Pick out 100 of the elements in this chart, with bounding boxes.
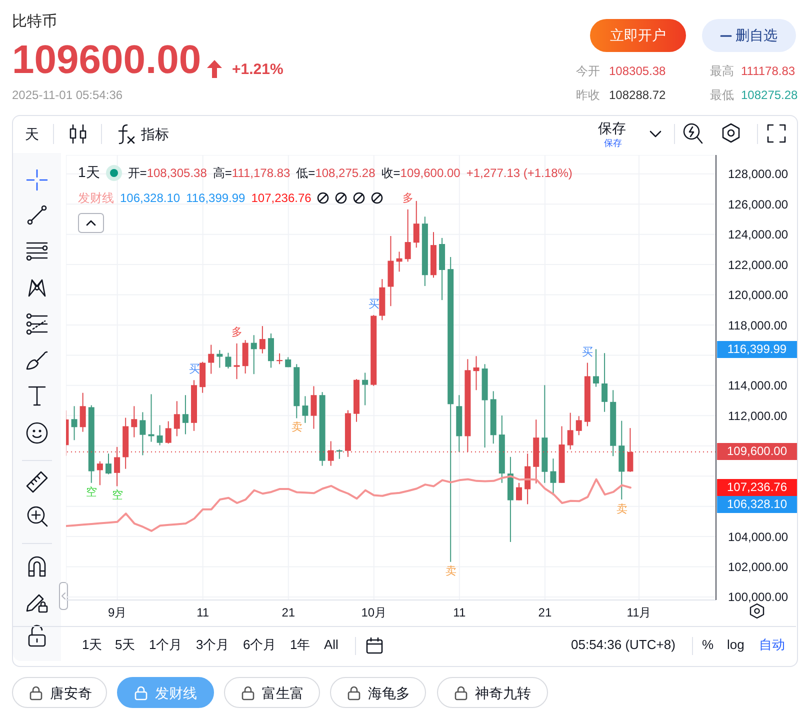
- text: All: [324, 637, 338, 652]
- text: 1个月: [149, 637, 182, 652]
- text: 1年: [290, 637, 310, 652]
- text: 6个月: [243, 637, 276, 652]
- annotation: 卖: [445, 565, 456, 578]
- annotation: 多: [232, 326, 243, 339]
- y-tick-label: 122,000.00: [728, 258, 788, 272]
- x-tick-label: 9月: [108, 606, 127, 620]
- annotation: 1天: [78, 164, 100, 180]
- annotation: 买: [188, 364, 200, 376]
- text: 唐安奇: [50, 685, 92, 701]
- text: 富生富: [262, 685, 304, 701]
- text: 自动: [759, 637, 785, 652]
- text: 海龟多: [368, 685, 410, 701]
- candlestick: [225, 352, 232, 370]
- candlestick: [567, 412, 574, 450]
- x-tick-label: 10月: [361, 606, 387, 620]
- text: 2025-11-01 05:54:36: [12, 88, 123, 102]
- text: 1天: [82, 637, 102, 652]
- candlestick: [148, 394, 154, 442]
- text: 神奇九转: [475, 685, 531, 701]
- candlestick: [208, 344, 214, 374]
- annotation: 多: [402, 192, 414, 205]
- candlestick: [473, 356, 480, 391]
- candlestick: [310, 386, 317, 430]
- candlestick: [131, 406, 138, 438]
- text: 立即开户: [610, 26, 666, 44]
- text: 最高: [710, 64, 734, 78]
- text: 保存: [598, 120, 626, 136]
- y-tick-label: 118,000.00: [728, 318, 788, 332]
- candlestick: [259, 326, 266, 354]
- text: 109,600.00: [726, 444, 788, 458]
- y-tick-label: 114,000.00: [728, 378, 788, 393]
- text: 最低: [710, 88, 734, 102]
- text: 108288.72: [609, 88, 666, 102]
- annotation: +1,277.13 (+1.18%): [466, 166, 572, 180]
- text: 昨收: [576, 88, 600, 102]
- text: log: [727, 637, 744, 652]
- candlestick: [71, 406, 78, 441]
- text: 108275.28: [741, 88, 798, 102]
- text: %: [702, 637, 714, 652]
- annotation: 106,328.10: [120, 191, 180, 205]
- text: 05:54:36 (UTC+8): [571, 637, 676, 652]
- annotation: 卖: [291, 422, 302, 434]
- text: 109600.00: [12, 38, 202, 82]
- y-tick-label: 126,000.00: [728, 197, 788, 212]
- candlestick: [140, 412, 146, 456]
- y-tick-label: 120,000.00: [728, 288, 788, 302]
- text: 106,328.10: [726, 497, 788, 512]
- candlestick: [156, 424, 163, 446]
- annotation: 空: [112, 490, 123, 502]
- candlestick: [362, 372, 368, 406]
- text: 108305.38: [609, 64, 666, 78]
- candlestick: [182, 394, 188, 435]
- text: 5天: [115, 637, 136, 652]
- candlestick: [242, 340, 248, 374]
- text: +1.21%: [232, 61, 284, 78]
- annotation: 开=108,305.38: [128, 166, 207, 180]
- annotation: 116,399.99: [186, 191, 246, 205]
- candlestick: [404, 208, 411, 262]
- candlestick: [602, 352, 608, 412]
- candlestick: [516, 482, 522, 501]
- text: 保存: [604, 138, 622, 148]
- text: 107,236.76: [726, 480, 788, 494]
- x-tick-label: 21: [282, 606, 296, 620]
- x-tick-label: 11: [453, 606, 466, 620]
- annotation: 107,236.76: [251, 191, 312, 205]
- text: 删自选: [736, 26, 778, 44]
- x-tick-label: 21: [538, 606, 552, 620]
- y-tick-label: 112,000.00: [728, 408, 788, 423]
- annotation: 卖: [616, 503, 628, 516]
- candlestick: [592, 348, 599, 388]
- y-tick-label: 102,000.00: [728, 560, 788, 574]
- x-tick-label: 11月: [626, 606, 652, 620]
- annotation: 空: [86, 486, 98, 498]
- candlestick: [413, 200, 420, 248]
- candlestick: [268, 332, 274, 368]
- candlestick: [174, 400, 180, 437]
- candlestick: [234, 342, 240, 380]
- y-tick-label: 124,000.00: [728, 228, 788, 242]
- annotation: 收=109,600.00: [381, 166, 460, 180]
- candlestick: [550, 458, 556, 496]
- candlestick: [105, 453, 112, 475]
- annotation: 买: [368, 298, 380, 311]
- candlestick: [276, 352, 283, 365]
- text: 天: [25, 126, 39, 142]
- candlestick: [302, 396, 308, 424]
- candlestick: [396, 251, 402, 272]
- x-tick-label: 11: [196, 606, 210, 620]
- chart-title: 比特币: [12, 13, 57, 30]
- candlestick: [576, 416, 582, 436]
- y-tick-label: 100,000.00: [728, 590, 788, 604]
- text: 111178.83: [741, 64, 796, 78]
- text: 指标: [141, 126, 169, 142]
- text: 116,399.99: [727, 342, 787, 356]
- text: 发财线: [78, 190, 114, 204]
- candlestick: [250, 334, 257, 375]
- candlestick: [96, 460, 103, 486]
- candlestick: [80, 392, 86, 432]
- y-tick-label: 104,000.00: [728, 530, 788, 544]
